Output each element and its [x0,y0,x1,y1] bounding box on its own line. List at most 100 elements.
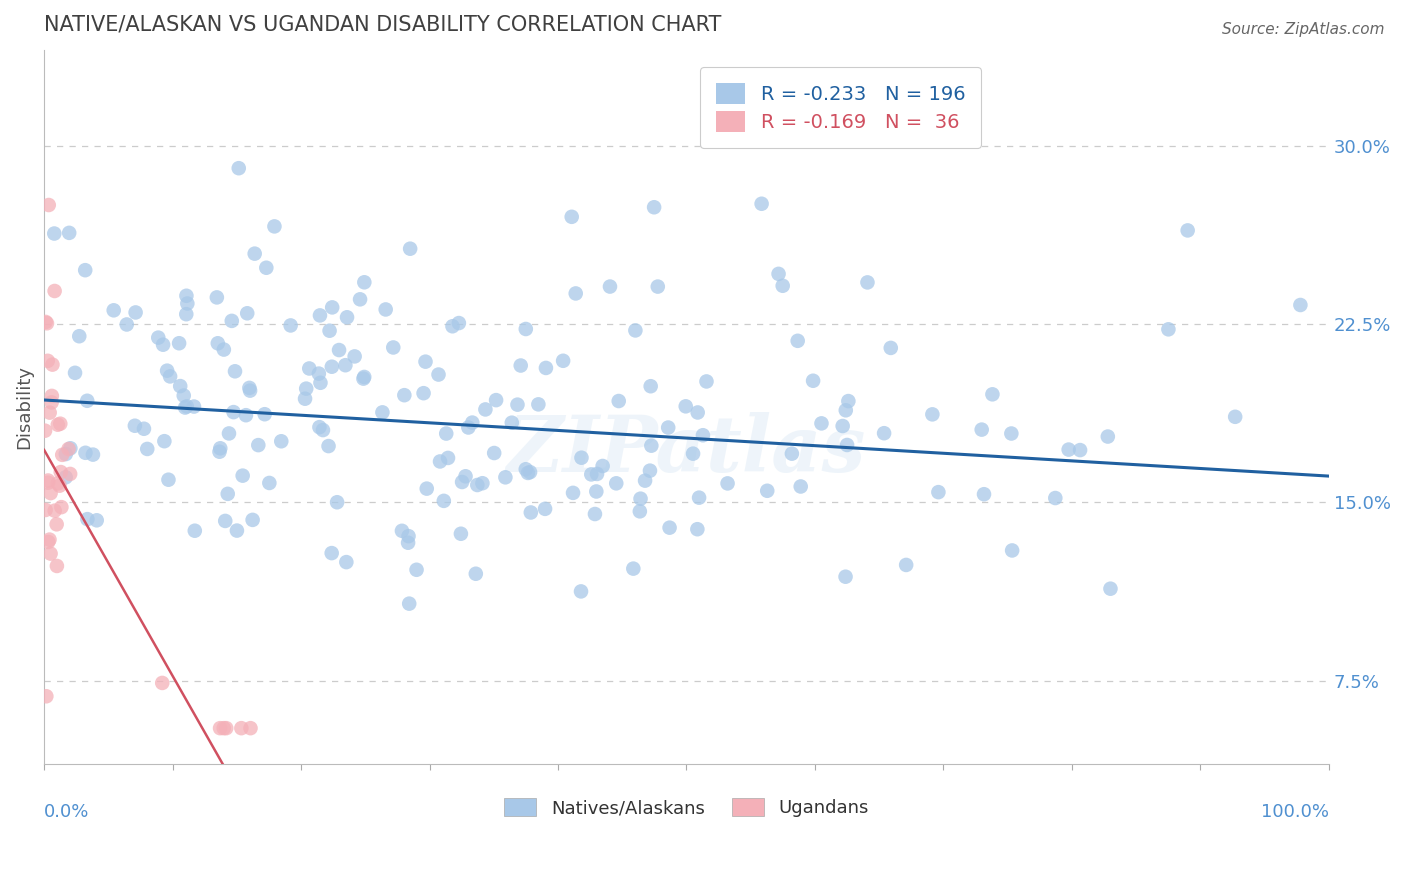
Point [457,420,479,434]
Point [238,381,260,395]
Point [1099,582,1122,596]
Point [224,364,246,378]
Point [465,478,488,492]
Point [326,495,349,509]
Point [308,367,330,381]
Point [132,422,155,436]
Point [894,558,917,572]
Point [682,447,704,461]
Point [103,303,125,318]
Point [35,316,58,330]
Point [509,359,531,373]
Point [75,263,97,277]
Point [232,468,254,483]
Point [38,533,60,547]
Point [692,428,714,442]
Point [209,442,232,456]
Point [235,408,257,422]
Point [534,360,557,375]
Point [309,309,332,323]
Point [1289,298,1312,312]
Point [41,358,63,372]
Point [34,503,56,517]
Point [398,597,420,611]
Point [634,474,657,488]
Point [624,323,647,337]
Point [564,286,586,301]
Point [215,721,238,735]
Point [686,522,709,536]
Point [561,210,583,224]
Point [335,555,357,569]
Point [336,310,359,325]
Point [270,434,292,449]
Point [82,448,104,462]
Point [59,467,82,481]
Point [343,350,366,364]
Point [450,526,472,541]
Point [520,506,543,520]
Point [45,558,67,573]
Point [37,474,59,488]
Legend: Natives/Alaskans, Ugandans: Natives/Alaskans, Ugandans [495,789,879,826]
Point [391,524,413,538]
Point [209,721,232,735]
Text: 100.0%: 100.0% [1261,803,1329,821]
Point [46,417,69,432]
Point [44,227,66,241]
Point [212,721,235,735]
Point [183,400,205,414]
Point [321,359,343,374]
Point [638,464,661,478]
Point [515,322,537,336]
Point [309,376,332,390]
Point [527,397,550,411]
Point [39,486,62,500]
Point [569,584,592,599]
Point [447,316,470,330]
Point [321,546,343,560]
Point [37,353,59,368]
Point [534,501,557,516]
Point [34,424,56,438]
Point [1157,322,1180,336]
Point [607,394,630,409]
Point [335,358,357,372]
Point [675,400,697,414]
Point [156,364,179,378]
Point [76,393,98,408]
Point [176,296,198,310]
Point [207,336,229,351]
Point [461,416,484,430]
Point [222,405,245,419]
Point [1045,491,1067,505]
Point [51,500,73,515]
Point [208,444,231,458]
Point [115,318,138,332]
Point [835,438,858,452]
Point [51,448,73,462]
Point [1000,426,1022,441]
Point [55,470,77,484]
Point [353,370,375,384]
Point [416,482,439,496]
Point [76,512,98,526]
Point [239,384,262,398]
Point [394,388,416,402]
Point [221,314,243,328]
Text: Source: ZipAtlas.com: Source: ZipAtlas.com [1222,22,1385,37]
Point [214,514,236,528]
Point [640,379,662,393]
Point [226,524,249,538]
Point [247,438,270,452]
Point [831,419,853,434]
Point [1097,429,1119,443]
Point [981,387,1004,401]
Point [630,491,652,506]
Point [599,279,621,293]
Point [124,305,146,319]
Point [41,389,63,403]
Point [153,434,176,449]
Point [44,284,66,298]
Point [647,279,669,293]
